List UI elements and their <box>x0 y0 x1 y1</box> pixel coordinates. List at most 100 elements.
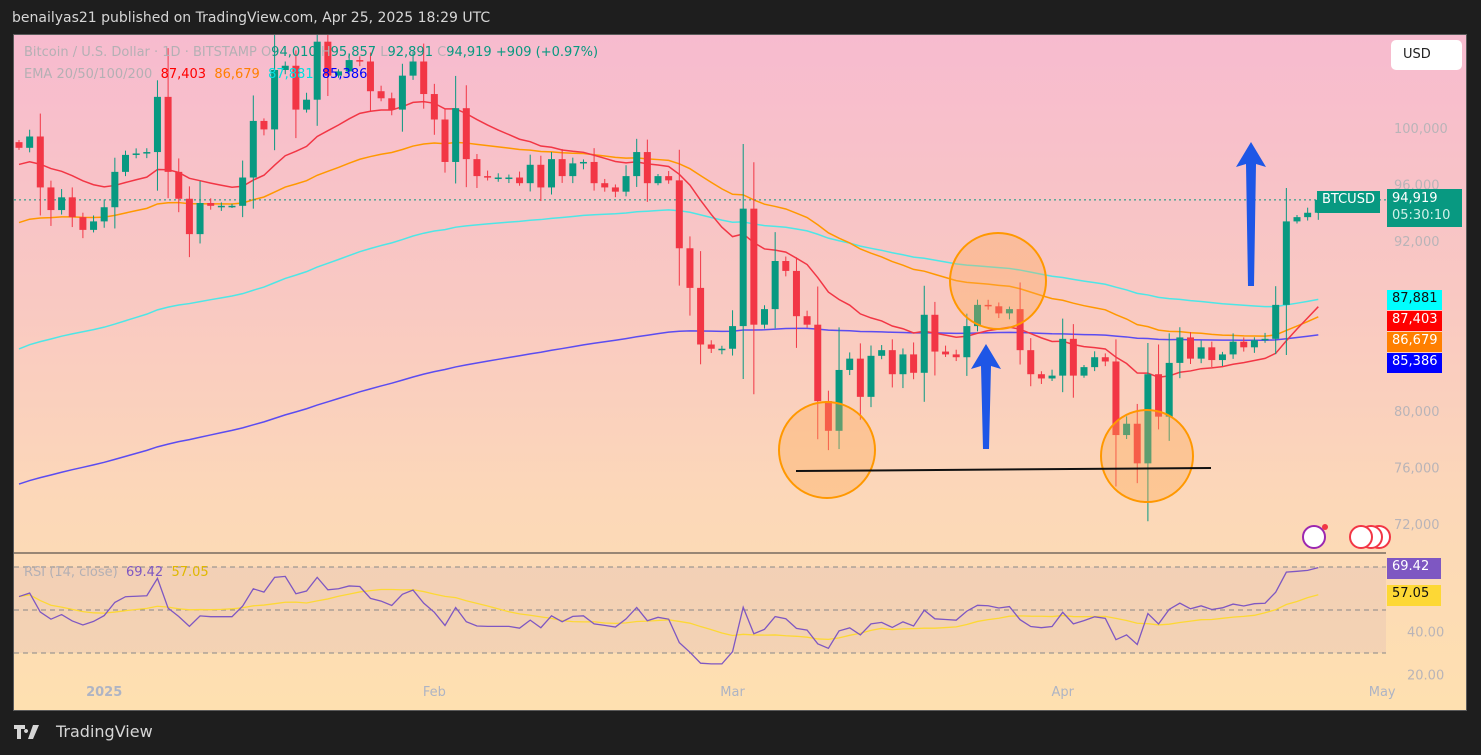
candle-up <box>1005 309 1013 314</box>
candle-up <box>729 326 737 349</box>
price-chart[interactable]: 100,00096,00092,00080,00076,00072,00040.… <box>14 35 1467 711</box>
candle-up <box>228 205 236 208</box>
candle-up <box>132 153 140 155</box>
rsi-ma-value: 57.05 <box>171 565 209 580</box>
candle-up <box>1059 338 1067 376</box>
close-label: C <box>437 45 447 60</box>
candle-down <box>558 159 566 177</box>
support-line <box>795 467 1212 472</box>
rsi-value-tag: 69.42 <box>1387 558 1441 579</box>
time-tick-label: May <box>1369 685 1396 700</box>
publish-info: benailyas21 published on TradingView.com… <box>12 10 491 26</box>
candle-up <box>100 207 108 222</box>
candle-up <box>920 314 928 373</box>
ema20-line <box>18 100 1319 379</box>
price-tick-label: 76,000 <box>1394 462 1440 477</box>
candle-up <box>878 350 886 356</box>
tradingview-logo[interactable]: TradingView <box>14 722 153 741</box>
candle-up <box>505 177 513 180</box>
ema-value-tag: 85,386 <box>1387 353 1442 373</box>
candle-down <box>441 119 449 162</box>
candle-down <box>590 161 598 184</box>
candle-up <box>1176 337 1184 363</box>
candle-down <box>888 350 896 375</box>
candle-up <box>313 41 321 100</box>
open-value: 94,010 <box>271 45 317 60</box>
candle-up <box>569 163 577 177</box>
ema200-line <box>18 327 1319 485</box>
candle-up <box>1272 304 1280 339</box>
candle-down <box>260 120 268 130</box>
candle-up <box>335 71 342 76</box>
candle-down <box>537 164 545 188</box>
candle-down <box>484 176 492 178</box>
currency-button[interactable]: USD <box>1391 40 1462 70</box>
annotation-circle <box>778 401 876 499</box>
candle-up <box>1293 217 1301 222</box>
ema-value-tag: 87,881 <box>1387 290 1442 310</box>
candle-up <box>409 61 417 76</box>
candles <box>15 35 1322 522</box>
candle-down <box>782 261 790 271</box>
high-label: H <box>320 45 331 60</box>
us-flag-icon <box>1349 525 1373 549</box>
candle-up <box>654 176 662 184</box>
candle-down <box>292 65 300 110</box>
candle-down <box>1016 309 1024 351</box>
ema-value-tag: 87,403 <box>1387 311 1442 331</box>
ema-legend: EMA 20/50/100/200 87,403 86,679 87,881 8… <box>24 67 367 82</box>
candle-down <box>995 306 1003 314</box>
candle-up <box>1091 357 1099 368</box>
rsi-title: RSI (14, close) <box>24 565 118 580</box>
candle-down <box>686 248 694 288</box>
rsi-tick-label: 40.00 <box>1407 626 1444 641</box>
candle-up <box>143 152 151 154</box>
rsi-value: 69.42 <box>125 565 164 580</box>
candle-up <box>153 96 161 153</box>
candle-down <box>36 136 44 188</box>
price-tick-label: 80,000 <box>1394 405 1440 420</box>
candle-down <box>473 159 481 177</box>
annotation-circle <box>949 232 1047 330</box>
candle-up <box>1218 354 1226 361</box>
time-tick-label: 2025 <box>86 685 122 700</box>
candle-down <box>324 41 332 76</box>
ema100-value: 87,881 <box>268 67 314 82</box>
candle-down <box>68 197 76 218</box>
price-tick-label: 92,000 <box>1394 235 1440 250</box>
open-label: O <box>260 45 272 60</box>
candle-down <box>814 324 822 402</box>
candle-up <box>1144 374 1152 464</box>
candle-down <box>207 202 215 206</box>
candle-down <box>1069 338 1077 376</box>
rsi-legend: RSI (14, close) 69.42 57.05 <box>24 565 209 580</box>
candle-down <box>707 344 715 349</box>
candle-up <box>771 261 779 310</box>
candle-down <box>1187 337 1194 359</box>
candle-up <box>1250 340 1258 348</box>
rsi-line <box>18 567 1319 665</box>
candle-up <box>1197 347 1205 359</box>
candle-up <box>58 197 66 211</box>
candle-up <box>1080 367 1088 376</box>
candle-down <box>420 61 428 95</box>
chart-frame[interactable]: 100,000 96,000 92,000 80,000 76,000 72,000 40.… <box>13 34 1467 711</box>
candle-down <box>1112 361 1120 436</box>
candle-up <box>111 171 119 208</box>
candle-down <box>750 208 758 325</box>
up-arrow-icon <box>1236 142 1266 286</box>
candle-up <box>1123 423 1131 436</box>
candle-down <box>824 401 832 431</box>
candle-down <box>164 96 172 172</box>
candle-up <box>26 136 34 148</box>
candle-up <box>899 354 907 375</box>
candle-down <box>175 171 183 199</box>
candle-down <box>1101 357 1109 362</box>
candle-down <box>803 316 811 325</box>
candle-down <box>611 187 619 192</box>
candle-down <box>462 108 470 160</box>
candle-down <box>366 61 374 92</box>
price-tick-label: 72,000 <box>1394 518 1440 533</box>
high-value: 95,857 <box>330 45 377 60</box>
candle-up <box>239 177 247 206</box>
